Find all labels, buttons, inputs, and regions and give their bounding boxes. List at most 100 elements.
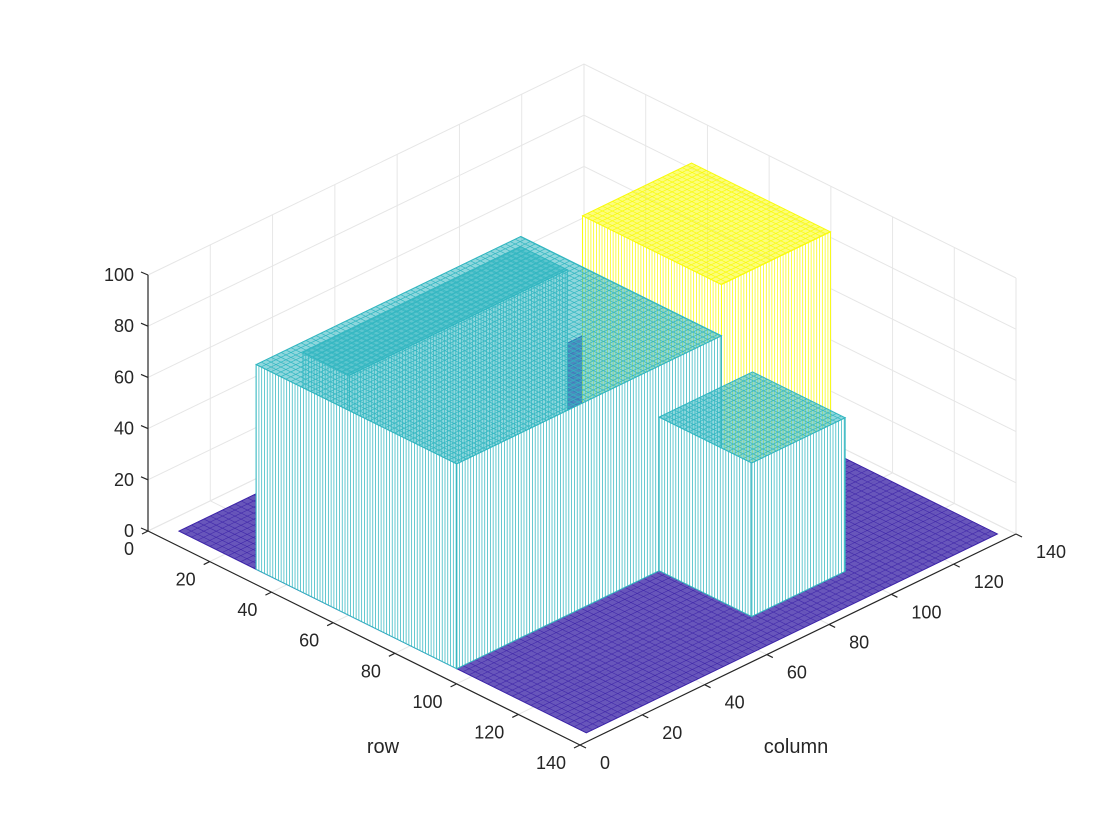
top-mesh-line [339,277,605,407]
top-mesh-line [310,263,576,392]
top-mesh-line [658,371,753,418]
top-mesh-line [592,210,732,281]
top-mesh-line [389,302,655,431]
top-mesh-line [290,253,556,382]
top-mesh-line [683,383,778,430]
top-mesh-line [663,414,757,461]
top-mesh-line [668,411,762,459]
column-tick-label: 0 [600,753,610,773]
top-mesh-line [652,181,792,252]
top-mesh-line [642,186,782,256]
top-mesh-line [698,397,792,444]
top-mesh-line [448,331,714,461]
top-mesh-line [320,332,522,433]
top-mesh-line [399,307,665,436]
top-mesh-line [265,359,467,460]
top-mesh-line [260,361,462,462]
top-mesh-line [663,374,758,420]
top-mesh-line [667,174,807,244]
row-tick [265,591,272,596]
top-mesh-line [409,311,675,441]
top-mesh-line [455,267,657,368]
top-mesh-line [305,340,507,441]
top-mesh-line [400,294,602,395]
z-tick-label: 20 [114,470,134,490]
row-tick-label: 140 [536,753,566,773]
top-mesh-line [384,299,650,429]
top-mesh-line [728,383,822,430]
top-mesh-line [315,265,581,395]
top-mesh-line [450,270,652,371]
top-mesh-line [334,275,601,404]
top-mesh-line [344,280,610,409]
top-mesh-line [285,349,487,450]
top-mesh-line [350,318,552,419]
top-mesh-line [435,277,637,378]
z-tick [140,527,149,532]
row-tick [388,652,396,657]
row-axis-line [147,530,581,746]
top-mesh-line [340,323,542,424]
tick-labels: 0 20 40 60 80 100 120 140 0 20 40 60 80 100 120 140 0 20 4… [104,265,1066,773]
top-mesh-line [415,287,617,388]
top-mesh-line [500,246,702,347]
top-mesh-line [587,213,727,283]
top-mesh-line [315,335,517,436]
grid-line [147,114,1017,330]
top-mesh-line [330,328,532,429]
top-mesh-line [325,330,527,431]
column-tick [953,563,960,568]
top-mesh-line [394,304,660,434]
grid-line [147,165,1017,381]
row-tick [203,561,210,566]
top-mesh-line [355,315,557,416]
column-tick [891,593,898,598]
top-mesh-line [627,193,767,264]
column-tick [1015,533,1023,538]
top-mesh-line [443,329,709,458]
top-mesh-line [505,243,707,344]
top-mesh-line [748,373,842,420]
top-mesh-line [390,299,592,400]
top-mesh-line [678,407,772,454]
z-tick-label: 0 [124,521,134,541]
top-mesh-line [260,238,526,368]
top-mesh-line [723,385,817,432]
top-mesh-line [255,364,457,465]
top-mesh-line [280,248,546,378]
z-tick [140,322,149,327]
z-tick [140,476,149,481]
top-mesh-line [688,402,782,449]
top-mesh-line [265,240,531,370]
top-mesh-line [485,253,687,354]
column-tick [766,654,774,659]
top-mesh-line [657,179,797,249]
top-mesh-line [480,255,682,356]
top-mesh-line [335,325,537,426]
axes [147,275,1017,746]
top-mesh-line [520,236,721,337]
top-mesh-line [370,308,572,409]
column-tick [642,714,649,719]
column-tick [704,684,711,689]
column-axis-line [579,533,1017,746]
top-mesh-line [683,404,777,452]
row-axis-label: row [367,736,400,758]
top-mesh-line [295,255,561,385]
grid-line [147,63,1017,279]
top-mesh-line [617,198,757,269]
top-mesh-line [280,352,482,453]
row-tick [450,683,457,688]
z-tick-label: 80 [114,316,134,336]
top-mesh-line [445,272,647,373]
column-tick-label: 100 [911,602,941,622]
top-mesh-line [582,162,692,217]
top-mesh-line [300,342,502,443]
top-mesh-line [428,321,694,451]
top-mesh-line [673,378,768,425]
top-mesh-line [713,390,807,437]
top-mesh-line [475,258,677,359]
row-tick-label: 100 [413,692,443,712]
top-mesh-line [673,409,767,457]
top-mesh-line [693,388,788,435]
